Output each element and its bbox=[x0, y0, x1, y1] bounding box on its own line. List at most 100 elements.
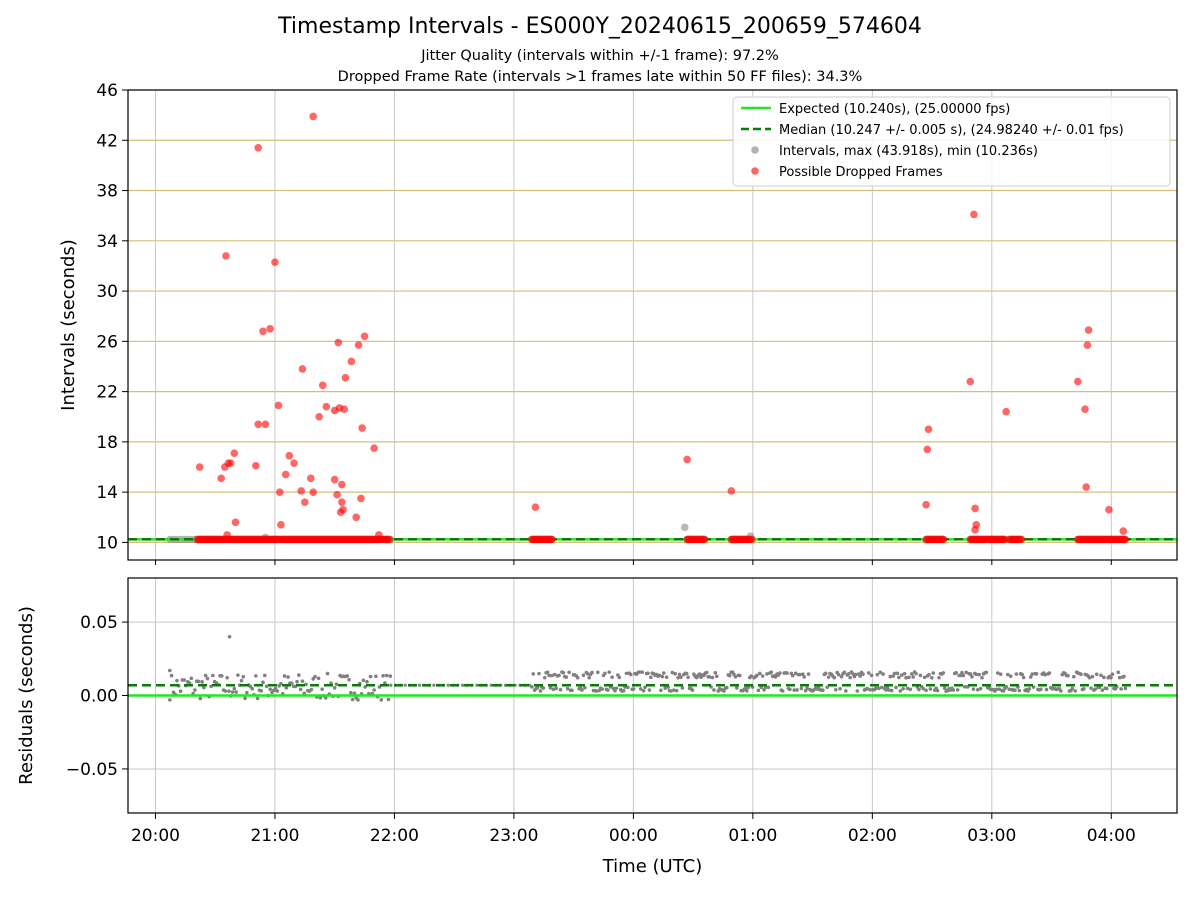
residual-point bbox=[564, 675, 569, 679]
residual-point bbox=[551, 687, 556, 692]
residual-point bbox=[869, 673, 874, 678]
residual-point bbox=[243, 696, 247, 701]
residual-point bbox=[745, 689, 749, 693]
legend-entry: Expected (10.240s), (25.00000 fps) bbox=[779, 102, 1010, 117]
residual-point bbox=[309, 687, 314, 692]
legend-entry: Median (10.247 +/- 0.005 s), (24.98240 +… bbox=[779, 123, 1124, 138]
residual-point bbox=[245, 690, 249, 695]
residual-point bbox=[785, 671, 789, 675]
residuals-y-tick-label: 0.05 bbox=[80, 613, 118, 633]
dropped-frame-point bbox=[700, 535, 709, 544]
residual-point bbox=[600, 687, 604, 691]
dropped-frame-point bbox=[231, 518, 240, 527]
residual-point bbox=[580, 688, 584, 692]
dropped-frame-point bbox=[683, 455, 691, 464]
dropped-frame-point bbox=[217, 474, 225, 483]
residual-point bbox=[980, 676, 984, 680]
dropped-frame-point bbox=[1083, 341, 1092, 349]
residual-point bbox=[660, 674, 665, 679]
dropped-frame-point bbox=[370, 444, 378, 452]
residual-point bbox=[676, 675, 680, 680]
residual-point bbox=[542, 675, 547, 680]
legend-entry: Possible Dropped Frames bbox=[779, 165, 943, 180]
residual-point bbox=[614, 686, 619, 691]
residual-point bbox=[1021, 675, 1026, 680]
residual-point bbox=[537, 671, 541, 676]
residual-point bbox=[606, 688, 610, 692]
intervals-y-tick-label: 46 bbox=[96, 81, 118, 101]
residual-point bbox=[1027, 687, 1032, 691]
residual-point bbox=[704, 670, 709, 675]
dropped-frame-point bbox=[222, 252, 230, 260]
residual-point bbox=[928, 687, 933, 691]
residual-point bbox=[909, 672, 914, 676]
residual-point bbox=[907, 675, 911, 680]
x-tick-label: 22:00 bbox=[370, 826, 419, 846]
dropped-frame-point bbox=[254, 144, 263, 152]
dropped-frame-point bbox=[922, 500, 930, 509]
residual-point bbox=[866, 671, 871, 675]
residual-point bbox=[1070, 686, 1075, 691]
dropped-frame-point bbox=[923, 445, 932, 454]
residual-point bbox=[1073, 689, 1078, 693]
residual-point bbox=[547, 673, 551, 678]
residual-point bbox=[899, 673, 904, 677]
residual-point bbox=[908, 687, 913, 692]
residual-point bbox=[1038, 687, 1043, 692]
residual-point bbox=[1008, 674, 1013, 679]
dropped-frame-point bbox=[334, 338, 343, 347]
residual-point bbox=[259, 689, 264, 693]
legend-dropped-swatch bbox=[751, 167, 759, 175]
residual-point bbox=[581, 673, 586, 678]
residual-point bbox=[168, 668, 172, 673]
residual-point bbox=[1066, 673, 1070, 678]
residual-point bbox=[1006, 672, 1010, 677]
residual-point bbox=[924, 688, 928, 693]
dropped-frame-point bbox=[339, 505, 347, 514]
residual-point bbox=[361, 678, 366, 683]
residual-point bbox=[209, 684, 213, 689]
dropped-frame-point bbox=[259, 327, 267, 336]
residual-point bbox=[219, 674, 224, 678]
residual-point bbox=[1013, 688, 1017, 692]
residual-point bbox=[1020, 672, 1024, 677]
residual-point bbox=[874, 686, 878, 691]
residual-point bbox=[737, 673, 742, 678]
residual-point bbox=[372, 688, 376, 692]
dropped-frame-point bbox=[358, 424, 366, 432]
residual-point bbox=[386, 697, 391, 702]
residual-point bbox=[535, 685, 540, 690]
residual-point bbox=[927, 672, 931, 677]
dropped-frame-point bbox=[315, 412, 323, 421]
residual-point bbox=[868, 687, 872, 692]
residual-point bbox=[955, 688, 960, 692]
residual-point bbox=[984, 670, 989, 675]
residual-point bbox=[798, 672, 802, 677]
dropped-frame-point bbox=[306, 474, 315, 483]
residual-point bbox=[851, 672, 855, 676]
residual-point bbox=[575, 675, 580, 680]
residual-point bbox=[345, 674, 350, 678]
dropped-frame-point bbox=[1121, 535, 1129, 544]
intervals-y-tick-label: 10 bbox=[96, 533, 118, 553]
residual-point bbox=[974, 672, 979, 677]
dropped-frame-point bbox=[338, 480, 346, 489]
residual-point bbox=[673, 671, 678, 676]
residual-point bbox=[263, 673, 267, 678]
residual-point bbox=[833, 687, 838, 692]
residual-point bbox=[963, 685, 967, 689]
dropped-frame-point bbox=[266, 324, 274, 333]
residual-point bbox=[255, 696, 260, 701]
residual-point bbox=[898, 689, 903, 693]
residual-point bbox=[1044, 687, 1049, 692]
residual-point bbox=[432, 683, 436, 687]
residual-point bbox=[725, 685, 729, 690]
residual-point bbox=[628, 672, 633, 677]
residual-point bbox=[887, 688, 891, 692]
residual-point bbox=[823, 671, 828, 676]
residual-point bbox=[298, 687, 303, 692]
dropped-frame-point bbox=[1017, 535, 1026, 544]
residual-point bbox=[669, 689, 673, 693]
residual-point bbox=[1116, 670, 1121, 675]
residual-point bbox=[902, 671, 907, 676]
